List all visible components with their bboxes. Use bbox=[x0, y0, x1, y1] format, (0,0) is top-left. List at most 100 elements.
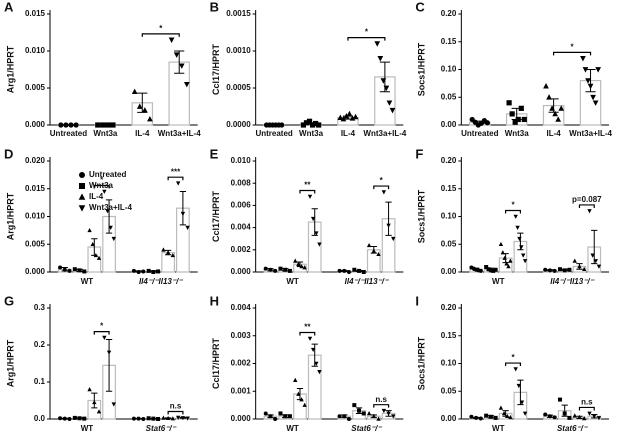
error-bar bbox=[91, 392, 98, 409]
error-bar bbox=[385, 201, 392, 236]
point bbox=[337, 114, 344, 120]
point bbox=[317, 242, 322, 247]
significance-label: * bbox=[511, 201, 515, 210]
significance-bracket bbox=[299, 331, 316, 336]
point bbox=[522, 411, 528, 416]
point bbox=[58, 416, 63, 421]
point bbox=[590, 94, 596, 101]
point bbox=[567, 415, 572, 420]
error-bar bbox=[282, 268, 289, 272]
point bbox=[555, 116, 562, 122]
point bbox=[587, 411, 592, 416]
x-tick-label: Wnt3a bbox=[299, 129, 324, 138]
point bbox=[307, 336, 313, 341]
y-tick-label: 0.002 bbox=[231, 245, 252, 254]
point bbox=[552, 415, 557, 420]
error-bar bbox=[379, 61, 390, 93]
point bbox=[346, 270, 351, 274]
x-group-label: WT bbox=[492, 424, 505, 433]
x-tick-label: Wnt3a bbox=[505, 129, 530, 138]
point bbox=[173, 52, 180, 58]
significance-bracket bbox=[93, 331, 110, 335]
y-tick-label: 0.0 bbox=[34, 414, 46, 423]
error-bar bbox=[342, 115, 354, 120]
point bbox=[316, 122, 322, 128]
y-tick-label: 0.000 bbox=[25, 120, 46, 129]
point bbox=[58, 122, 64, 128]
error-bar bbox=[472, 267, 480, 271]
y-tick-label: 0.10 bbox=[441, 359, 457, 368]
point bbox=[512, 119, 518, 125]
point bbox=[374, 41, 381, 47]
point bbox=[302, 265, 307, 270]
significance-label: n.s bbox=[581, 398, 593, 407]
x-tick-label: Wnt3a+IL-4 bbox=[569, 129, 612, 138]
point bbox=[521, 253, 526, 258]
point bbox=[486, 267, 491, 272]
significance-label: n.s bbox=[170, 402, 182, 411]
point bbox=[131, 268, 136, 273]
error-bar bbox=[546, 269, 554, 272]
significance-bracket bbox=[578, 406, 595, 411]
y-tick-label: 0.05 bbox=[441, 92, 457, 101]
error-bar bbox=[267, 268, 274, 272]
x-group-label: Stat6⁻/⁻ bbox=[351, 424, 382, 433]
y-axis-label: Arg1/HPRT bbox=[5, 339, 15, 387]
error-bar bbox=[474, 120, 485, 124]
point bbox=[161, 415, 166, 420]
error-bar bbox=[511, 107, 522, 120]
legend-marker bbox=[78, 193, 86, 200]
y-tick-label: 0.010 bbox=[25, 212, 46, 221]
legend-marker bbox=[79, 172, 85, 178]
x-tick-label: Untreated bbox=[50, 129, 87, 138]
point bbox=[361, 270, 366, 274]
panel-letter: H bbox=[210, 293, 219, 308]
significance-bracket bbox=[167, 410, 184, 415]
legend-marker bbox=[79, 183, 85, 189]
point bbox=[146, 268, 151, 273]
x-tick-label: Untreated bbox=[461, 129, 498, 138]
y-axis-label: Ccl17/HPRT bbox=[211, 43, 221, 95]
point bbox=[111, 402, 116, 407]
significance-label: n.s bbox=[375, 395, 387, 404]
y-tick-label: 0.0010 bbox=[226, 46, 251, 55]
error-bar bbox=[76, 417, 83, 420]
point bbox=[175, 415, 181, 420]
y-tick-label: 0.05 bbox=[441, 239, 457, 248]
point bbox=[175, 181, 181, 186]
error-bar bbox=[305, 122, 317, 125]
y-tick-label: 0.015 bbox=[25, 9, 46, 18]
significance-label: * bbox=[100, 176, 104, 185]
point bbox=[72, 267, 77, 272]
error-bar bbox=[61, 267, 68, 272]
panel-letter: B bbox=[210, 0, 219, 14]
point bbox=[293, 258, 298, 263]
x-group-label: Stat6⁻/⁻ bbox=[557, 424, 588, 433]
point bbox=[102, 189, 107, 194]
y-tick-label: 0.000 bbox=[231, 414, 252, 423]
y-tick-label: 0.015 bbox=[25, 184, 46, 193]
point bbox=[178, 63, 185, 69]
error-bar bbox=[576, 263, 583, 270]
y-tick-label: 0.05 bbox=[441, 386, 457, 395]
legend-label: Wnt3a bbox=[89, 181, 114, 190]
error-bar bbox=[311, 208, 318, 236]
point bbox=[337, 268, 342, 273]
point bbox=[313, 120, 319, 127]
error-bar bbox=[546, 414, 554, 418]
error-bar bbox=[137, 92, 148, 113]
point bbox=[513, 367, 518, 372]
error-bar bbox=[561, 404, 568, 417]
point bbox=[131, 416, 136, 421]
point bbox=[337, 414, 342, 419]
point bbox=[287, 414, 292, 419]
point bbox=[58, 265, 63, 270]
point bbox=[493, 267, 498, 272]
legend-label: IL-4 bbox=[89, 192, 104, 201]
point bbox=[543, 412, 548, 417]
point bbox=[506, 264, 511, 269]
error-bar bbox=[385, 410, 392, 417]
point bbox=[366, 411, 372, 416]
x-group-label: Il4⁻/⁻Il13⁻/⁻ bbox=[345, 277, 389, 286]
point bbox=[102, 335, 107, 340]
